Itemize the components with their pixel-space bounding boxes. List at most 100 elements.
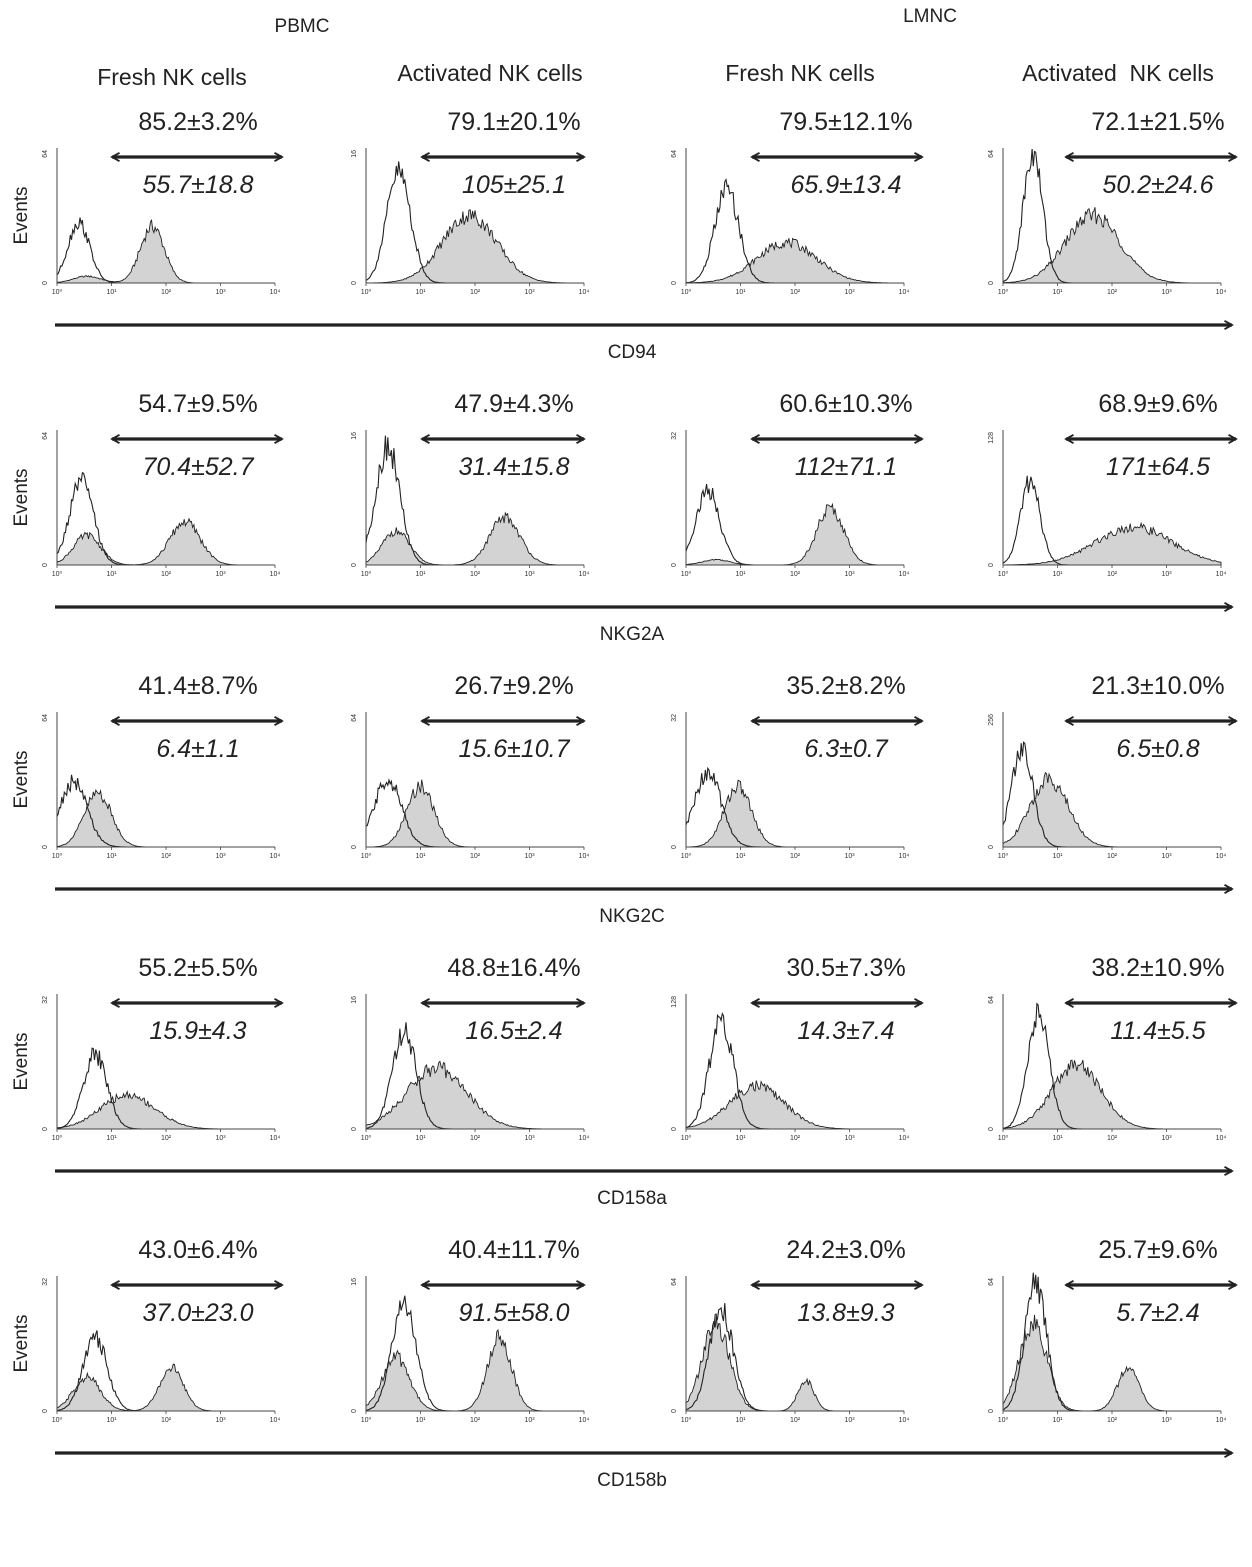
y-zero-label: 0 (671, 845, 678, 849)
x-tick-label: 10³ (215, 289, 226, 296)
x-tick-label: 10¹ (1052, 853, 1063, 860)
y-zero-label: 0 (42, 563, 49, 567)
y-max-label: 32 (42, 1278, 49, 1286)
x-tick-label: 10⁰ (681, 570, 692, 578)
marker-label: NKG2A (600, 624, 665, 645)
x-tick-label: 10¹ (735, 853, 746, 860)
x-tick-label: 10⁰ (361, 1416, 372, 1424)
stained-histogram (56, 219, 275, 284)
x-tick-label: 10³ (215, 571, 226, 578)
x-tick-label: 10³ (844, 1135, 855, 1142)
x-tick-label: 10² (161, 1135, 172, 1142)
x-tick-label: 10¹ (415, 1417, 426, 1424)
x-tick-label: 10⁰ (52, 852, 63, 860)
y-zero-label: 0 (351, 845, 358, 849)
x-tick-label: 10³ (844, 853, 855, 860)
x-tick-label: 10⁰ (361, 288, 372, 296)
x-tick-label: 10² (1107, 1417, 1118, 1424)
x-tick-label: 10¹ (1052, 1135, 1063, 1142)
x-tick-label: 10² (790, 1417, 801, 1424)
percent-positive-label: 24.2±3.0% (786, 1236, 905, 1264)
x-tick-label: 10¹ (415, 1135, 426, 1142)
x-tick-label: 10³ (524, 853, 535, 860)
x-tick-label: 10⁰ (361, 570, 372, 578)
mfi-label: 37.0±23.0 (142, 1299, 253, 1327)
mfi-label: 31.4±15.8 (458, 453, 569, 481)
x-tick-label: 10⁴ (1216, 289, 1227, 296)
mfi-label: 6.5±0.8 (1116, 735, 1199, 763)
x-tick-label: 10⁰ (361, 852, 372, 860)
y-zero-label: 0 (988, 1409, 995, 1413)
x-tick-label: 10⁴ (270, 1135, 281, 1142)
x-tick-label: 10³ (844, 1417, 855, 1424)
x-tick-label: 10² (470, 289, 481, 296)
x-tick-label: 10⁴ (270, 571, 281, 578)
x-tick-label: 10⁴ (1216, 1417, 1227, 1424)
mfi-label: 14.3±7.4 (797, 1017, 894, 1045)
x-tick-label: 10² (470, 1135, 481, 1142)
y-axis-label: Events (11, 186, 32, 244)
percent-positive-label: 55.2±5.5% (138, 954, 257, 982)
y-zero-label: 0 (42, 1127, 49, 1131)
x-tick-label: 10⁰ (681, 1416, 692, 1424)
x-tick-label: 10² (470, 571, 481, 578)
x-tick-label: 10⁴ (579, 1135, 590, 1142)
x-tick-label: 10⁴ (899, 1135, 910, 1142)
x-tick-label: 10⁰ (998, 1134, 1009, 1142)
mfi-label: 16.5±2.4 (465, 1017, 562, 1045)
mfi-label: 65.9±13.4 (790, 171, 901, 199)
y-zero-label: 0 (988, 281, 995, 285)
y-max-label: 32 (671, 432, 678, 440)
percent-positive-label: 48.8±16.4% (447, 954, 580, 982)
x-tick-label: 10⁴ (579, 289, 590, 296)
y-zero-label: 0 (42, 1409, 49, 1413)
x-tick-label: 10³ (524, 1135, 535, 1142)
mfi-label: 171±64.5 (1106, 453, 1210, 481)
x-tick-label: 10¹ (106, 1417, 117, 1424)
y-axis-label: Events (11, 468, 32, 526)
percent-positive-label: 43.0±6.4% (138, 1236, 257, 1264)
x-tick-label: 10⁰ (998, 570, 1009, 578)
percent-positive-label: 79.1±20.1% (447, 108, 580, 136)
marker-label: CD158a (597, 1188, 667, 1209)
x-tick-label: 10³ (1161, 853, 1172, 860)
x-tick-label: 10¹ (735, 1135, 746, 1142)
percent-positive-label: 35.2±8.2% (786, 672, 905, 700)
y-zero-label: 0 (988, 563, 995, 567)
mfi-label: 55.7±18.8 (142, 171, 253, 199)
x-tick-label: 10¹ (415, 289, 426, 296)
x-tick-label: 10⁴ (1216, 1135, 1227, 1142)
x-tick-label: 10³ (844, 571, 855, 578)
x-tick-label: 10¹ (106, 571, 117, 578)
marker-label: CD158b (597, 1470, 667, 1491)
x-tick-label: 10² (790, 289, 801, 296)
x-tick-label: 10⁴ (579, 853, 590, 860)
mfi-label: 13.8±9.3 (797, 1299, 894, 1327)
x-tick-label: 10⁴ (270, 289, 281, 296)
stained-histogram (365, 511, 584, 566)
x-tick-label: 10² (470, 1417, 481, 1424)
mfi-label: 15.6±10.7 (458, 735, 570, 763)
stained-histogram (366, 779, 584, 848)
mfi-label: 6.4±1.1 (156, 735, 239, 763)
x-tick-label: 10² (790, 853, 801, 860)
stained-histogram (685, 779, 904, 848)
x-tick-label: 10⁴ (899, 1417, 910, 1424)
y-axis-label: Events (11, 750, 32, 808)
column-label-pbmc-activated: Activated NK cells (397, 60, 582, 86)
y-max-label: 128 (988, 432, 995, 444)
y-axis-label: Events (11, 1032, 32, 1090)
y-max-label: 64 (988, 1278, 995, 1286)
x-tick-label: 10² (1107, 289, 1118, 296)
percent-positive-label: 38.2±10.9% (1091, 954, 1224, 982)
x-tick-label: 10⁴ (579, 571, 590, 578)
